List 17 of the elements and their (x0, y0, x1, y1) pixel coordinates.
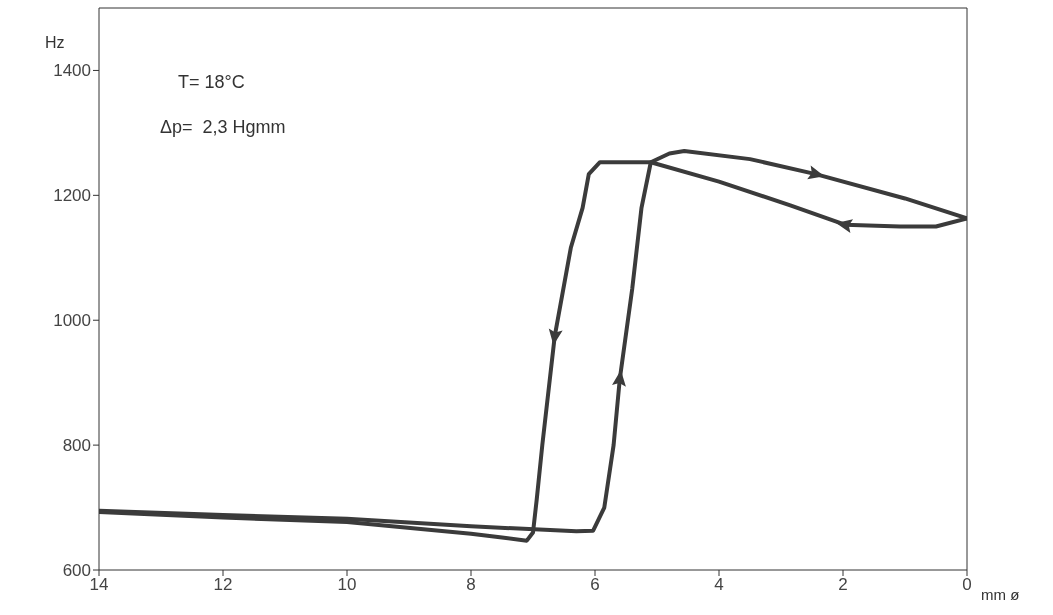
x-tick-label: 0 (962, 575, 972, 595)
y-tick-label: 600 (62, 561, 91, 581)
annotation: T= 18°C (178, 72, 245, 93)
annotation: Δp= 2,3 Hgmm (160, 117, 286, 138)
y-tick-label: 1400 (53, 61, 91, 81)
x-tick-label: 4 (714, 575, 724, 595)
x-tick-label: 12 (213, 575, 233, 595)
y-tick-label: 1200 (53, 186, 91, 206)
x-tick-label: 6 (590, 575, 600, 595)
x-tick-label: 14 (89, 575, 109, 595)
x-tick-label: 8 (466, 575, 476, 595)
y-axis-title: Hz (45, 34, 65, 51)
y-tick-label: 1000 (53, 311, 91, 331)
y-tick-label: 800 (62, 436, 91, 456)
x-tick-label: 2 (838, 575, 848, 595)
x-axis-title: mm ø (981, 586, 1020, 603)
x-tick-label: 10 (337, 575, 357, 595)
